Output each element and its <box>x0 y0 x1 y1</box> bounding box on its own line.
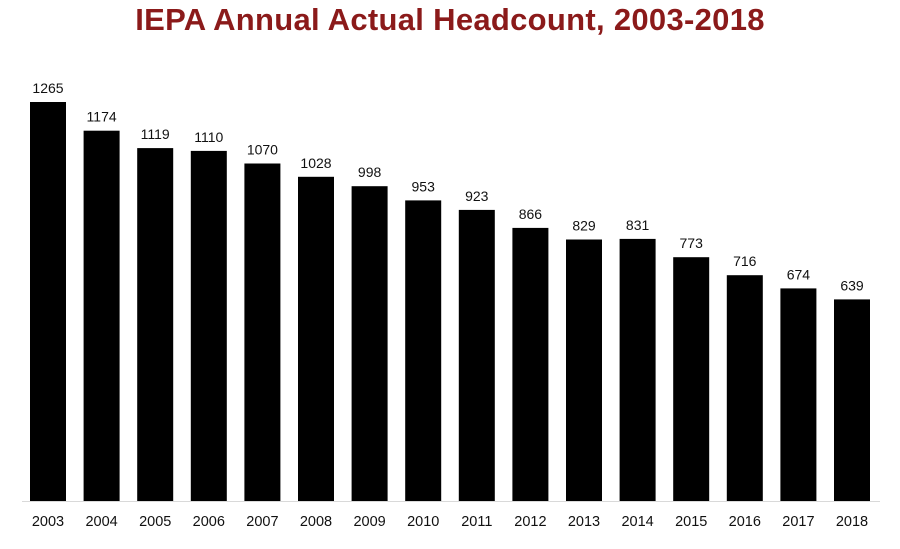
bar-2013 <box>566 239 602 501</box>
x-tick-label-2012: 2012 <box>514 514 546 530</box>
bar-2016 <box>726 275 763 501</box>
value-label-2005: 1119 <box>141 126 170 142</box>
value-label-2008: 1028 <box>300 155 331 171</box>
x-tick-label-2004: 2004 <box>85 514 117 530</box>
x-tick-label-2008: 2008 <box>300 514 332 530</box>
bar-2018 <box>834 299 870 501</box>
bar-2007 <box>244 163 281 501</box>
x-tick-label-2011: 2011 <box>461 514 492 530</box>
x-tick-label-2014: 2014 <box>621 514 653 530</box>
value-label-2009: 998 <box>358 164 382 180</box>
value-label-2007: 1070 <box>247 142 278 158</box>
value-label-2018: 639 <box>840 277 864 293</box>
bar-2011 <box>458 209 495 501</box>
value-label-2015: 773 <box>680 235 704 251</box>
x-tick-label-2015: 2015 <box>675 514 707 530</box>
x-tick-label-2010: 2010 <box>407 514 439 530</box>
value-label-2004: 1174 <box>87 109 117 125</box>
x-tick-label-2007: 2007 <box>246 514 278 530</box>
bar-2005 <box>137 148 174 501</box>
bar-2014 <box>619 238 656 501</box>
x-tick-label-2009: 2009 <box>353 514 385 530</box>
x-tick-label-2017: 2017 <box>782 514 814 530</box>
value-label-2003: 1265 <box>32 80 63 96</box>
bar-2003 <box>30 102 66 501</box>
x-tick-label-2005: 2005 <box>139 514 171 530</box>
bar-2004 <box>83 130 120 501</box>
bar-2008 <box>298 176 334 502</box>
value-label-2013: 829 <box>572 218 596 234</box>
value-label-2006: 1110 <box>194 129 223 145</box>
value-label-2012: 866 <box>519 206 543 222</box>
x-tick-label-2003: 2003 <box>32 514 64 530</box>
bar-2012 <box>512 227 549 501</box>
x-tick-label-2013: 2013 <box>568 514 600 530</box>
value-label-2016: 716 <box>733 253 757 269</box>
value-label-2010: 953 <box>412 178 436 194</box>
value-label-2011: 923 <box>465 188 489 204</box>
bar-2017 <box>780 288 817 501</box>
x-tick-label-2018: 2018 <box>836 514 868 530</box>
bar-2015 <box>673 257 710 501</box>
x-tick-label-2006: 2006 <box>193 514 225 530</box>
bar-2010 <box>405 200 442 501</box>
chart-title: IEPA Annual Actual Headcount, 2003-2018 <box>135 2 765 37</box>
bar-2009 <box>351 186 388 501</box>
value-label-2014: 831 <box>626 217 650 233</box>
value-label-2017: 674 <box>787 266 811 282</box>
x-tick-label-2016: 2016 <box>729 514 761 530</box>
bar-2006 <box>190 150 227 501</box>
